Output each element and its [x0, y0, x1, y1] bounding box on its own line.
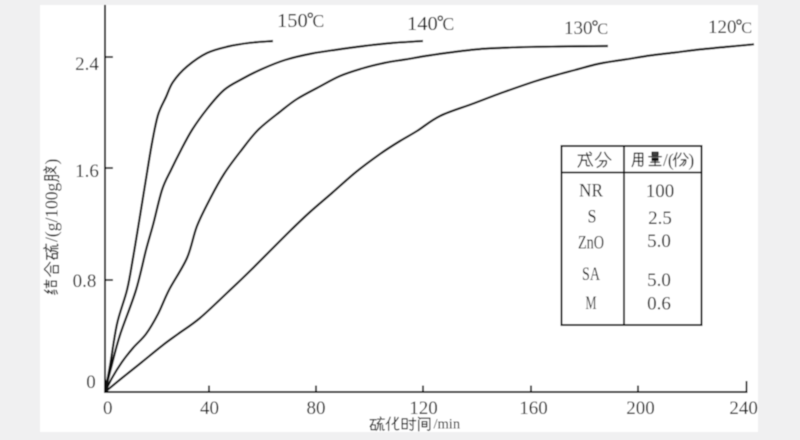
- svg-text:120: 120: [409, 398, 438, 419]
- svg-text:): ): [42, 159, 62, 165]
- svg-text:100: 100: [646, 181, 675, 202]
- svg-text:140: 140: [407, 13, 438, 35]
- svg-text:/min: /min: [434, 417, 461, 433]
- svg-text:C: C: [443, 14, 455, 34]
- svg-text:ZnO: ZnO: [578, 232, 604, 253]
- svg-text:1.6: 1.6: [75, 161, 99, 182]
- svg-text:160: 160: [519, 398, 548, 419]
- svg-text:200: 200: [626, 398, 655, 419]
- svg-text:0: 0: [103, 398, 113, 419]
- svg-text:/(g/100g: /(g/100g: [42, 182, 62, 242]
- svg-text:2.4: 2.4: [75, 54, 99, 75]
- svg-text:): ): [688, 150, 694, 170]
- svg-text:120: 120: [708, 17, 737, 38]
- svg-text:0.6: 0.6: [647, 293, 671, 314]
- svg-text:80: 80: [307, 398, 326, 419]
- svg-text:SA: SA: [582, 264, 600, 285]
- svg-text:150: 150: [277, 10, 308, 32]
- svg-text:130: 130: [564, 18, 593, 39]
- svg-text:S: S: [588, 206, 597, 227]
- svg-text:C: C: [313, 11, 325, 31]
- svg-text:C: C: [597, 20, 608, 38]
- svg-text:40: 40: [200, 398, 219, 419]
- svg-text:C: C: [741, 19, 752, 37]
- svg-text:M: M: [586, 293, 597, 314]
- svg-text:NR: NR: [579, 180, 603, 201]
- svg-text:/(: /(: [663, 150, 674, 170]
- svg-text:240: 240: [729, 398, 758, 419]
- svg-text:0.8: 0.8: [73, 271, 97, 292]
- svg-text:2.5: 2.5: [648, 208, 672, 229]
- svg-text:5.0: 5.0: [647, 270, 671, 291]
- svg-text:5.0: 5.0: [647, 231, 671, 252]
- svg-text:0: 0: [86, 372, 96, 393]
